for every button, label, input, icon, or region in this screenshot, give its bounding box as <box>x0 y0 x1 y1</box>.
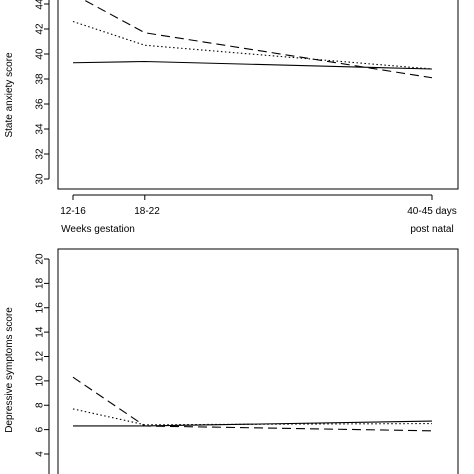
depression-y-tick-label: 14 <box>35 326 46 338</box>
anxiety-series-line-solid <box>72 60 433 70</box>
anxiety-y-tick-label: 34 <box>35 123 46 135</box>
anxiety-y-tick-label: 36 <box>35 98 46 110</box>
anxiety-y-tick-label: 40 <box>35 48 46 60</box>
anxiety-y-tick-label: 32 <box>35 148 46 160</box>
depression-y-tick-label: 8 <box>35 402 46 408</box>
anxiety-x-tick-label-3: 40-45 days <box>407 206 456 217</box>
depression-series-line-solid <box>73 420 433 427</box>
depression-y-tick-label: 16 <box>35 302 46 314</box>
depression-y-tick-label: 10 <box>35 375 46 387</box>
depression-y-ticks: 4 6 8 10 12 14 16 18 20 <box>35 253 49 457</box>
depression-y-tick-label: 4 <box>35 451 46 457</box>
anxiety-series-line-dotted <box>72 20 433 70</box>
anxiety-y-tick-label: 44 <box>35 0 46 10</box>
anxiety-x-tick-label-1: 12-16 <box>60 206 86 217</box>
anxiety-x-tick-label-2: 18-22 <box>134 206 160 217</box>
anxiety-y-axis-label: State anxiety score <box>4 52 15 137</box>
anxiety-series <box>72 0 433 79</box>
anxiety-y-tick-label: 42 <box>35 23 46 35</box>
anxiety-y-tick-label: 38 <box>35 73 46 85</box>
depression-series-line-dotted <box>72 408 433 426</box>
weeks-gestation-label: Weeks gestation <box>61 224 135 235</box>
depression-panel: 4 6 8 10 12 14 16 18 20 Depressive symptoms scor… <box>4 248 459 474</box>
depression-y-axis-label: Depressive symptoms score <box>4 307 15 433</box>
depression-series-line-dashed <box>72 376 433 432</box>
anxiety-y-ticks: 30 32 34 36 38 40 42 44 <box>35 0 49 185</box>
anxiety-plot-frame <box>57 0 459 190</box>
depression-y-tick-label: 6 <box>35 426 46 432</box>
anxiety-panel: 30 32 34 36 38 40 42 44 State anxiety score 12-… <box>4 0 459 235</box>
depression-plot-frame <box>57 248 459 474</box>
depression-y-tick-label: 12 <box>35 351 46 363</box>
post-natal-label: post natal <box>410 224 453 235</box>
depression-y-tick-label: 20 <box>35 253 46 265</box>
depression-series <box>72 376 433 432</box>
anxiety-x-ticks <box>72 195 433 200</box>
anxiety-y-tick-label: 30 <box>35 173 46 185</box>
depression-y-tick-label: 18 <box>35 277 46 289</box>
